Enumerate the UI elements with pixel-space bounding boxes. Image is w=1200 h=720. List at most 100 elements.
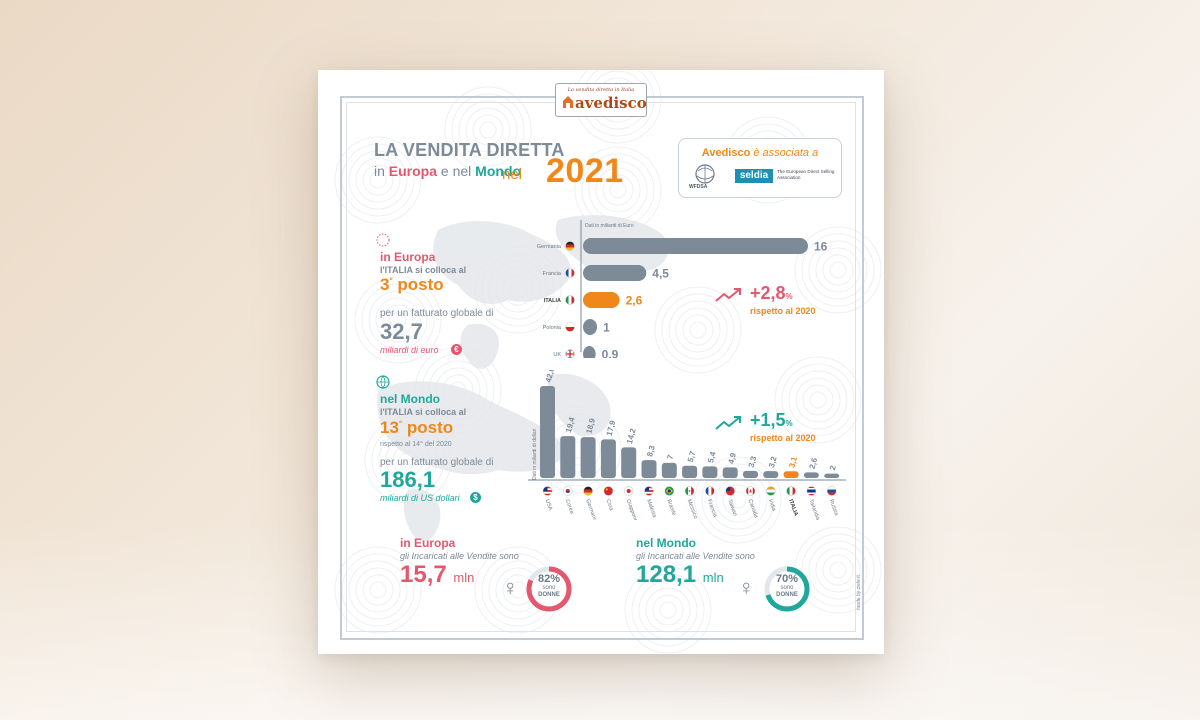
world-value-label: 2: [828, 464, 838, 471]
world-bar: [824, 473, 840, 478]
association-text: è associata a: [753, 147, 819, 159]
eu-category-label: Germania: [537, 244, 562, 250]
world-category-label: ITALIA: [787, 499, 799, 517]
europe-revenue-unit: miliardi di euro: [380, 345, 439, 355]
flag-in-icon: [766, 486, 776, 496]
pattern-ring: [659, 601, 677, 619]
world-category-label: Russia: [828, 499, 840, 518]
title-europa: Europa: [388, 163, 438, 179]
infographic-card: La vendita diretta in Italia avedisco LA…: [318, 70, 884, 654]
logo-word: avedisco: [575, 94, 647, 112]
pattern-ring: [355, 157, 401, 203]
flag-ru-icon: [826, 486, 837, 496]
pattern-ring: [631, 573, 705, 647]
world-bar: [621, 447, 637, 478]
pattern-ring: [795, 377, 841, 423]
eu-bar: [583, 238, 808, 254]
flag-jp-icon: [623, 486, 634, 496]
pattern-ring: [369, 581, 387, 599]
pattern-ring: [348, 150, 408, 210]
trend-up-icon-europe: [715, 288, 741, 302]
world-rank-note: rispetto al 14° del 2020: [380, 441, 452, 448]
eu-value-label: 0,9: [602, 348, 619, 359]
pattern-ring: [334, 136, 422, 224]
house-icon: [563, 96, 573, 108]
wfdsa-globe-icon: [695, 164, 715, 184]
pattern-ring: [675, 307, 721, 353]
world-growth: +1,5%: [750, 410, 793, 431]
pattern-ring: [354, 276, 442, 364]
world-revenue-intro: per un fatturato globale di: [380, 457, 494, 468]
world-value-label: 3,1: [787, 455, 799, 469]
europe-donut-pct: 82%: [537, 573, 561, 585]
europe-rank-suffix: °: [389, 276, 393, 286]
world-value-label: 14,2: [625, 427, 638, 445]
europe-revenue-intro: per un fatturato globale di: [380, 308, 494, 319]
sellers-europe-value: 15,7 mln: [400, 561, 474, 589]
world-value-label: 18,9: [584, 417, 597, 435]
pattern-ring: [715, 477, 761, 523]
donut-arc: [526, 566, 572, 612]
europe-growth-value: +2,8: [750, 283, 786, 303]
eu-category-label: Polonia: [543, 325, 562, 331]
europe-rank: 3° posto: [380, 275, 444, 295]
world-value-label: 4,9: [726, 451, 738, 465]
title-year: 2021: [546, 152, 624, 190]
pattern-ring: [815, 247, 861, 293]
world-category-label: USA: [544, 499, 554, 512]
world-value-label: 42,6: [544, 370, 557, 384]
world-donut-donne: DONNE: [776, 592, 798, 598]
flag-uk-icon: [565, 349, 575, 358]
world-bar: [803, 472, 819, 478]
pattern-ring: [654, 286, 742, 374]
pattern-ring: [472, 114, 504, 146]
logo-tagline: La vendita diretta in Italia: [567, 87, 635, 93]
sellers-europe-number: 15,7: [400, 561, 447, 588]
sellers-europe-sub: gli Incaricati alle Vendite sono: [400, 551, 519, 561]
europe-growth: +2,8%: [750, 283, 793, 304]
eu-category-label: UK: [553, 352, 561, 358]
world-rank-word: posto: [406, 418, 454, 437]
world-bar: [743, 470, 758, 478]
world-bar: [661, 462, 677, 478]
world-value-label: 5,4: [706, 450, 718, 464]
pattern-ring: [781, 363, 855, 437]
wfdsa-label: WFDSA: [689, 184, 708, 190]
europe-donut-label: 82% sono DONNE: [524, 574, 574, 599]
pattern-ring: [355, 567, 401, 613]
world-category-label: Cina: [605, 499, 615, 513]
europe-donut-donne: DONNE: [538, 592, 560, 598]
pattern-ring: [808, 540, 868, 600]
eu-value-label: 4,5: [652, 267, 669, 281]
pattern-ring: [689, 321, 707, 339]
sellers-europe-heading: in Europa: [400, 536, 456, 550]
world-category-label: Germania: [584, 499, 598, 520]
world-category-label: Taiwan: [726, 499, 737, 517]
world-women-donut: [764, 566, 810, 612]
world-value-label: 5,7: [686, 450, 698, 464]
flag-th-icon: [806, 486, 817, 496]
pattern-ring: [465, 107, 511, 153]
avedisco-logo[interactable]: La vendita diretta in Italia avedisco: [555, 83, 647, 117]
pattern-ring: [708, 470, 768, 530]
pattern-ring: [362, 164, 394, 196]
page-title: LA VENDITA DIRETTA: [374, 140, 565, 160]
pattern-ring: [801, 533, 875, 607]
europe-growth-note: rispetto al 2020: [750, 306, 816, 316]
pattern-ring: [369, 171, 387, 189]
world-category-label: Tailandia: [808, 499, 821, 520]
female-icon-europe: ♀: [502, 575, 519, 600]
pattern-ring: [794, 226, 882, 314]
pattern-ring: [479, 121, 497, 139]
flag-de-icon: [565, 241, 575, 251]
flag-it-icon: [565, 295, 575, 305]
world-category-label: Brasile: [665, 499, 676, 517]
pattern-ring: [509, 581, 527, 599]
world-bar: [722, 467, 738, 478]
world-value-label: 7: [666, 453, 676, 460]
pattern-ring: [722, 484, 754, 516]
pattern-ring: [334, 546, 422, 634]
europe-donut-sono: sono: [542, 585, 556, 591]
pattern-ring: [694, 456, 782, 544]
world-bar: [600, 439, 616, 478]
